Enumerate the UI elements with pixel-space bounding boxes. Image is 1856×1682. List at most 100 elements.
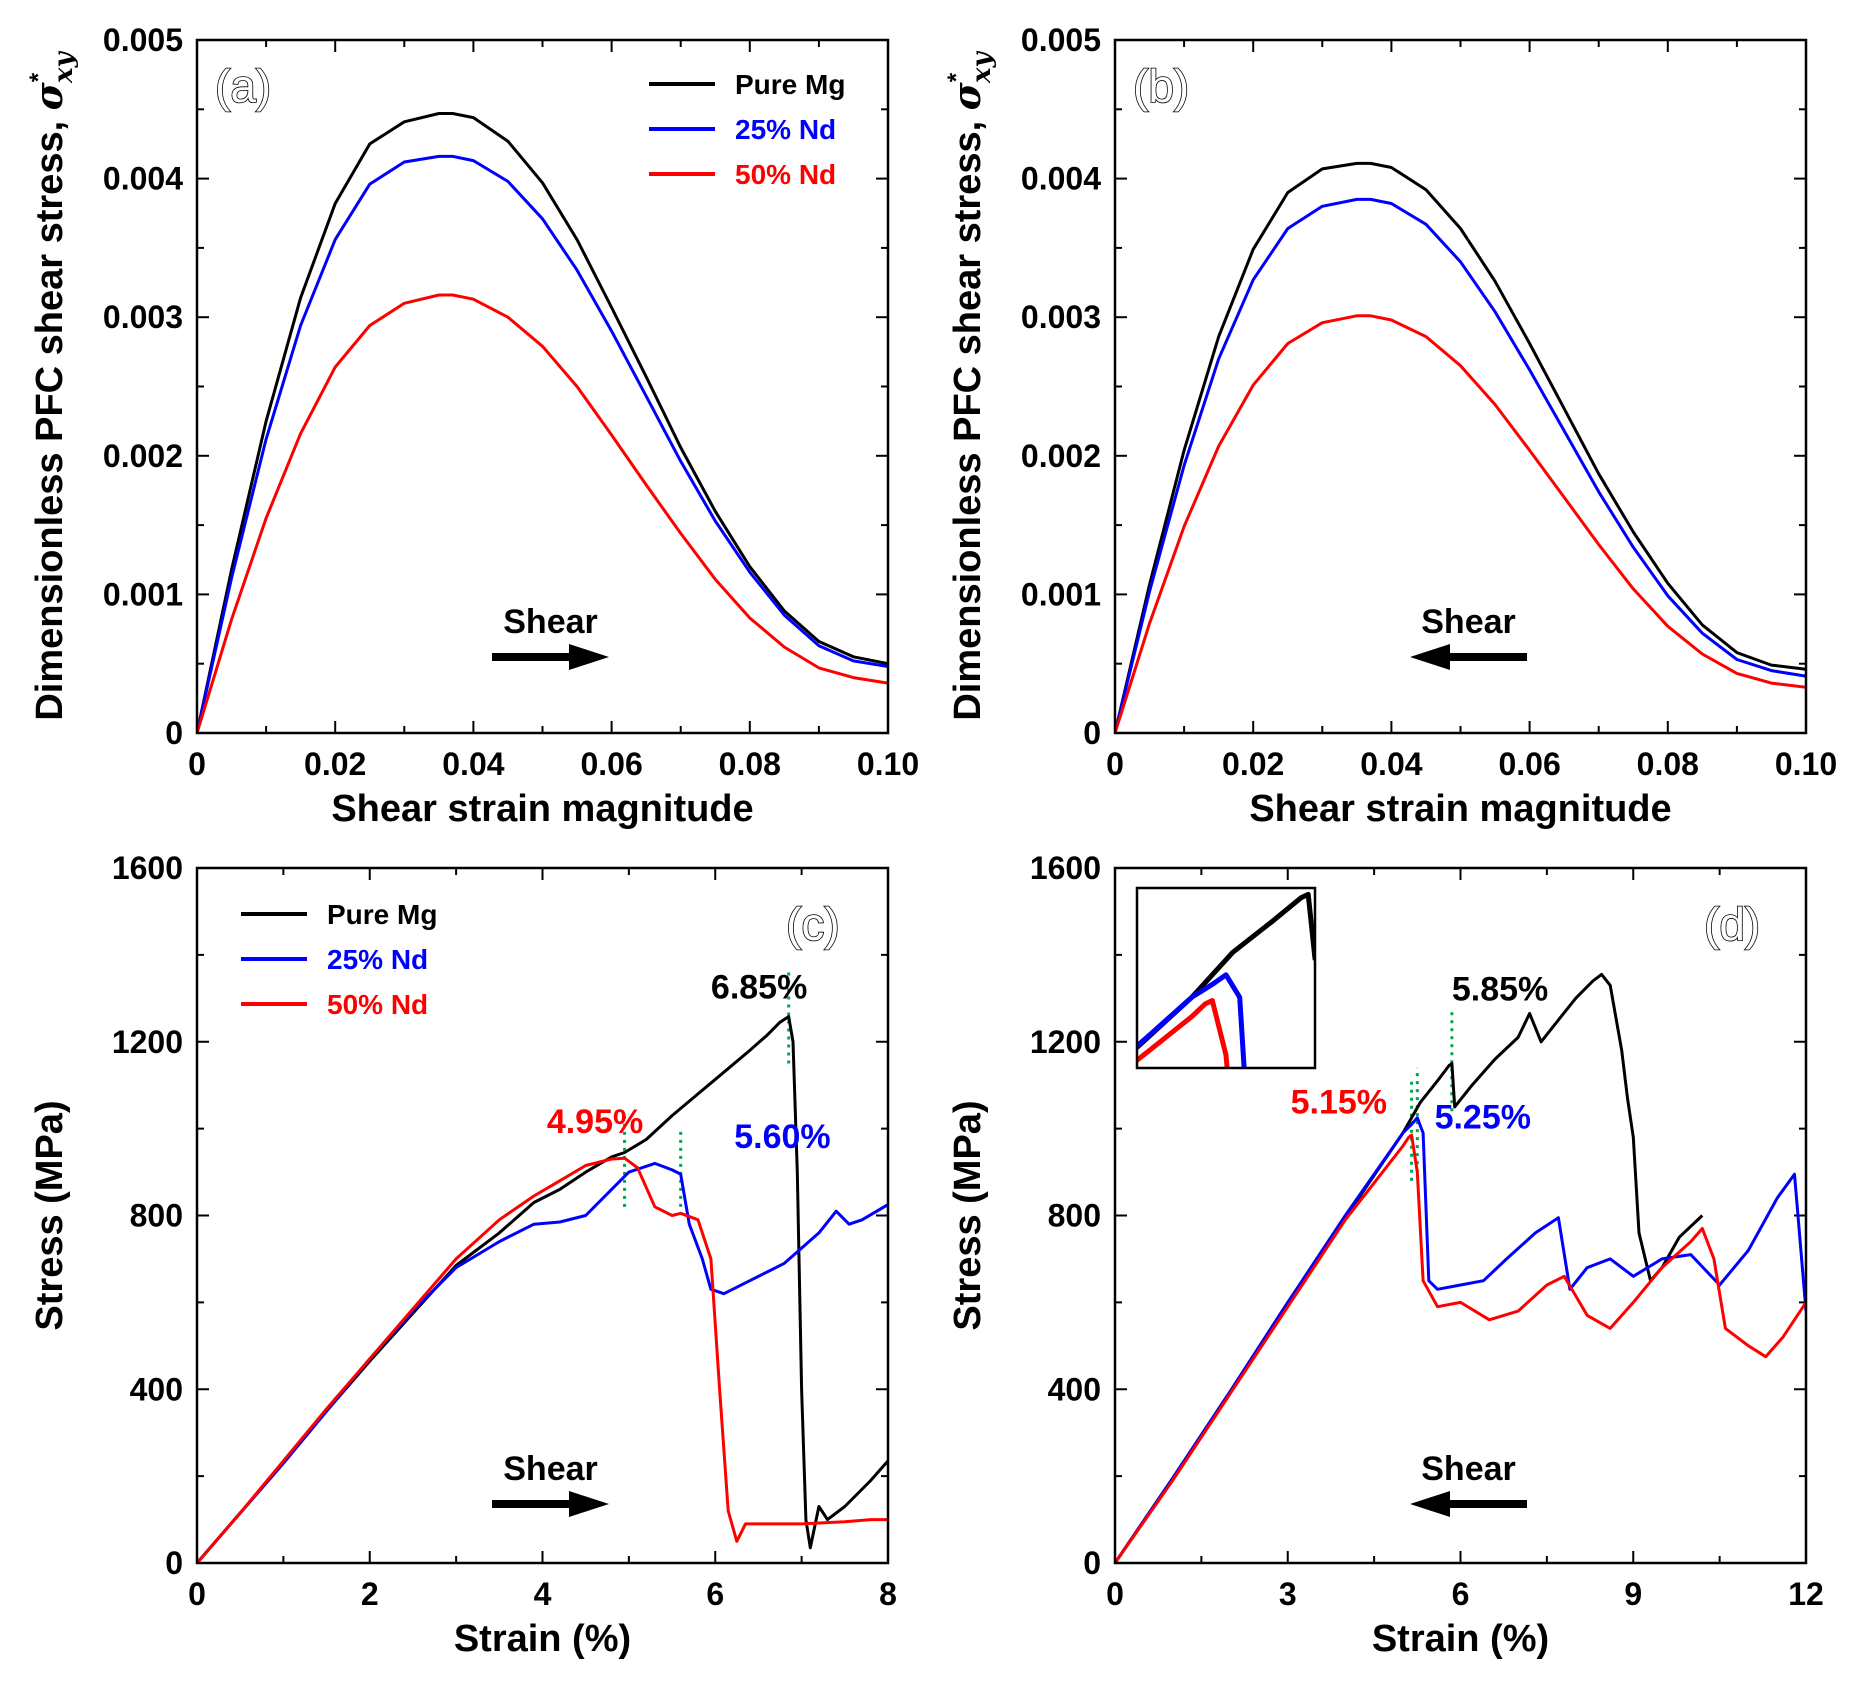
x-tick-label: 0 xyxy=(188,746,206,782)
legend-label: 25% Nd xyxy=(735,114,836,145)
legend-label: Pure Mg xyxy=(735,69,845,100)
shear-arrow: Shear xyxy=(492,603,609,670)
x-tick-label: 2 xyxy=(361,1576,379,1612)
series-group xyxy=(197,112,888,733)
chart-panel-b: 0 0.02 0.04 0.06 0.08 0.10 0 0.001 0.002 0.003 0.0… xyxy=(943,22,1837,830)
y-tick-label: 0.004 xyxy=(1021,161,1101,197)
x-tick-label: 6 xyxy=(1452,1576,1470,1612)
x-tick-label: 6 xyxy=(706,1576,724,1612)
y-tick-label: 0.001 xyxy=(1021,576,1101,612)
annotation-label: 5.25% xyxy=(1435,1099,1531,1137)
y-axis-title-sup: * xyxy=(25,72,52,82)
shear-arrow: Shear xyxy=(492,1450,609,1517)
chart-panel-d: 0 3 6 9 12 0 400 800 1200 1600 Strain (%) Stress (M… xyxy=(947,850,1824,1660)
inset-series-group xyxy=(1137,891,1315,1068)
y-tick-label: 0.002 xyxy=(103,438,183,474)
x-tick-label: 12 xyxy=(1788,1576,1824,1612)
annotation-label: 5.60% xyxy=(734,1118,830,1156)
y-tick-label: 400 xyxy=(1048,1371,1101,1407)
x-tick-label: 0.08 xyxy=(719,746,781,782)
y-tick-label: 0.001 xyxy=(103,576,183,612)
series-line-pure-mg xyxy=(197,112,888,733)
inset-frame xyxy=(1135,886,1317,1070)
panel-label: (c) xyxy=(786,898,840,950)
y-tick-label: 0.005 xyxy=(103,22,183,58)
shear-arrow-label: Shear xyxy=(1421,603,1516,641)
series-line-50-nd xyxy=(1115,1133,1806,1563)
x-tick-label: 0.02 xyxy=(1222,746,1284,782)
x-tick-label: 0 xyxy=(1106,1576,1124,1612)
annotation-label: 6.85% xyxy=(711,968,807,1006)
x-tick-label: 9 xyxy=(1624,1576,1642,1612)
series-group xyxy=(1115,972,1806,1563)
y-tick-label: 0 xyxy=(1083,1545,1101,1581)
y-tick-label: 0 xyxy=(165,1545,183,1581)
y-axis-title-text: Dimensionless PFC shear stress, xyxy=(947,110,989,720)
y-tick-label: 800 xyxy=(130,1198,183,1234)
y-axis-title: Stress (MPa) xyxy=(29,1100,71,1330)
annotation-label: 5.15% xyxy=(1291,1083,1387,1121)
shear-arrow-label: Shear xyxy=(1421,1450,1516,1488)
panel-label: (a) xyxy=(215,60,271,112)
y-tick-label: 0.003 xyxy=(103,299,183,335)
x-tick-label: 3 xyxy=(1279,1576,1297,1612)
shear-arrow-label: Shear xyxy=(503,1450,598,1488)
shear-arrow: Shear xyxy=(1410,1450,1527,1517)
legend-label: 25% Nd xyxy=(327,944,428,975)
series-line-25-nd xyxy=(197,154,888,733)
y-axis-title: Stress (MPa) xyxy=(947,1100,989,1330)
arrow-right-icon xyxy=(569,644,609,670)
x-axis-title: Shear strain magnitude xyxy=(1249,788,1671,830)
series-group xyxy=(197,1015,888,1563)
x-axis-title: Strain (%) xyxy=(454,1618,631,1660)
y-axis-title: Dimensionless PFC shear stress, σ*xy xyxy=(25,50,79,720)
series-line-50-nd xyxy=(197,293,888,733)
y-axis-title: Dimensionless PFC shear stress, σ*xy xyxy=(943,50,997,720)
panel-label: (b) xyxy=(1133,60,1189,112)
legend-label: Pure Mg xyxy=(327,899,437,930)
y-axis-title-symbol: σ xyxy=(26,81,71,110)
x-tick-label: 0.06 xyxy=(1498,746,1560,782)
y-axis-title-sub: xy xyxy=(49,50,79,84)
inset-series-line xyxy=(1137,998,1230,1068)
y-tick-label: 400 xyxy=(130,1371,183,1407)
y-tick-label: 800 xyxy=(1048,1198,1101,1234)
x-tick-label: 0.10 xyxy=(1775,746,1837,782)
x-tick-label: 0.02 xyxy=(304,746,366,782)
series-line-25-nd xyxy=(1115,197,1806,733)
y-tick-label: 0 xyxy=(165,715,183,751)
y-axis-title-text: Dimensionless PFC shear stress, xyxy=(29,110,71,720)
shear-arrow-label: Shear xyxy=(503,603,598,641)
arrow-right-icon xyxy=(569,1491,609,1517)
plot-frame xyxy=(1113,866,1808,1565)
y-tick-label: 0.002 xyxy=(1021,438,1101,474)
x-tick-label: 0 xyxy=(1106,746,1124,782)
series-line-pure-mg xyxy=(1115,161,1806,733)
y-axis-title-sup: * xyxy=(943,72,970,82)
legend: Pure Mg 25% Nd 50% Nd xyxy=(649,69,845,190)
x-tick-label: 4 xyxy=(534,1576,552,1612)
arrow-left-icon xyxy=(1410,1491,1450,1517)
y-tick-label: 0.005 xyxy=(1021,22,1101,58)
chart-panel-c: 0 2 4 6 8 0 400 800 1200 1600 Strain (%) Stress (MP… xyxy=(29,850,897,1660)
y-axis-title-symbol: σ xyxy=(944,81,989,110)
series-line-50-nd xyxy=(197,1156,888,1563)
chart-panel-a: 0 0.02 0.04 0.06 0.08 0.10 0 0.001 0.002 0.003 0.0… xyxy=(25,22,919,830)
annotation-label: 4.95% xyxy=(547,1103,643,1141)
plot-frame xyxy=(1113,38,1808,735)
x-tick-label: 0.08 xyxy=(1637,746,1699,782)
y-tick-label: 1600 xyxy=(1030,850,1101,886)
plot-frame xyxy=(195,866,890,1565)
plot-frame xyxy=(195,38,890,735)
arrow-left-icon xyxy=(1410,644,1450,670)
annotation-label: 5.85% xyxy=(1452,970,1548,1008)
panel-label: (d) xyxy=(1704,898,1760,950)
x-tick-label: 0.06 xyxy=(580,746,642,782)
x-tick-label: 0.04 xyxy=(442,746,504,782)
shear-arrow: Shear xyxy=(1410,603,1527,670)
y-tick-label: 1600 xyxy=(112,850,183,886)
x-tick-label: 0 xyxy=(188,1576,206,1612)
legend-label: 50% Nd xyxy=(327,989,428,1020)
series-group xyxy=(1115,161,1806,733)
